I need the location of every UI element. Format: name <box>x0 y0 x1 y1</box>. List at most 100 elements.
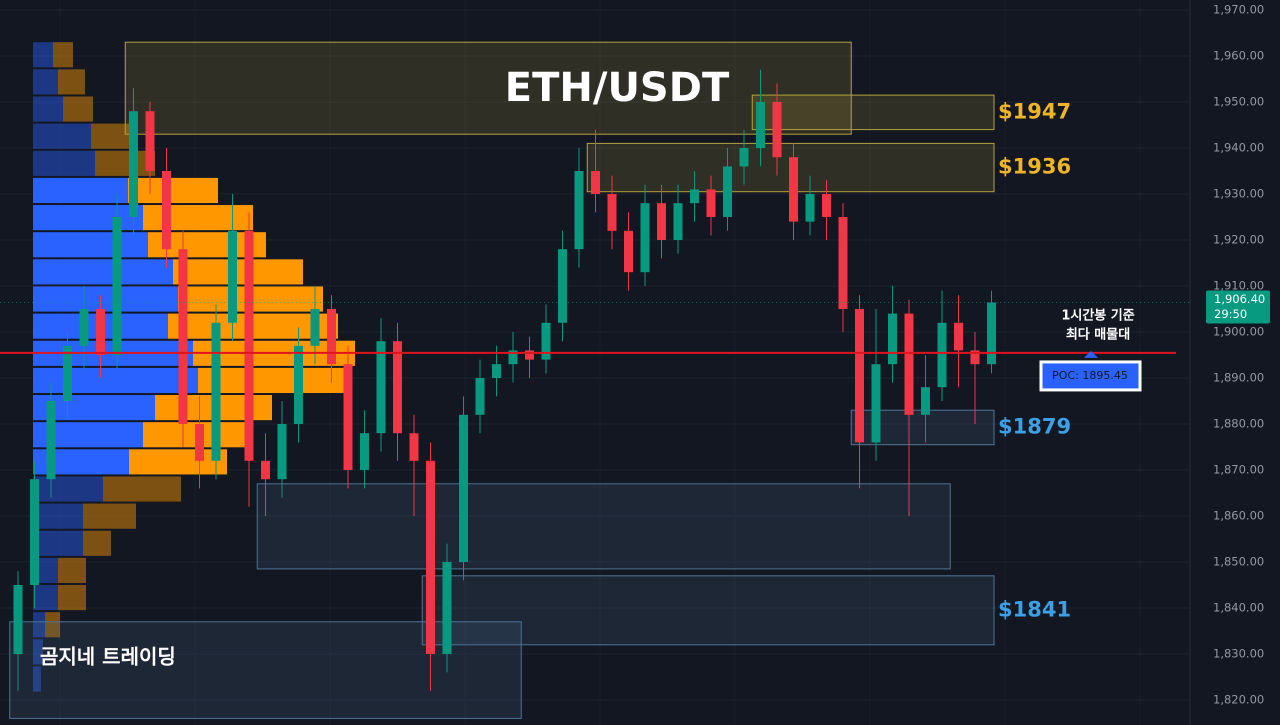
profile-sell <box>198 367 350 394</box>
candle-body <box>46 401 56 480</box>
y-tick-label: 1,840.00 <box>1213 601 1264 615</box>
candle-body <box>30 479 39 585</box>
profile-buy <box>33 476 103 502</box>
zone <box>124 41 852 135</box>
countdown: 29:50 <box>1214 307 1247 321</box>
overlay: $1947 $1936 $1879 $1841 ETH/USDT 곰지네 트레이딩 POC:… <box>0 65 1270 669</box>
profile-buy <box>33 286 178 312</box>
candle-body <box>723 166 732 217</box>
zone-label: $1947 <box>998 99 1071 123</box>
candle-body <box>822 194 831 217</box>
profile-buy <box>33 150 95 176</box>
profile-buy <box>33 503 83 529</box>
profile-buy <box>33 259 173 285</box>
candle-body <box>327 309 336 365</box>
y-tick-label: 1,970.00 <box>1213 3 1264 17</box>
zone <box>9 621 522 719</box>
y-tick-label: 1,950.00 <box>1213 95 1264 109</box>
y-tick-label: 1,900.00 <box>1213 325 1264 339</box>
y-tick-label: 1,820.00 <box>1213 693 1264 707</box>
y-tick-label: 1,910.00 <box>1213 279 1264 293</box>
candle-body <box>970 350 980 365</box>
poc-note: 1시간봉 기준 <box>1061 308 1134 324</box>
profile-sell <box>63 96 93 122</box>
candle-body <box>591 171 600 194</box>
zone-label: $1936 <box>998 155 1071 179</box>
candle-body <box>954 322 963 351</box>
y-tick-label: 1,870.00 <box>1213 463 1264 477</box>
profile-buy <box>33 530 83 556</box>
profile-sell <box>83 503 136 529</box>
candle-body <box>937 322 947 388</box>
candle-body <box>640 203 650 273</box>
last-price-badge <box>1206 290 1270 324</box>
candle-body <box>888 313 897 365</box>
candle-body <box>772 102 782 158</box>
profile-sell <box>173 259 303 285</box>
candle-body <box>63 345 72 401</box>
profile-sell <box>58 69 85 95</box>
candle-body <box>525 350 534 360</box>
zones <box>9 41 995 719</box>
candle-body <box>195 424 204 461</box>
profile-sell <box>143 205 253 231</box>
candle-body <box>690 189 699 204</box>
y-tick-label: 1,940.00 <box>1213 141 1264 155</box>
poc-note: 최다 매물대 <box>1066 327 1130 343</box>
candle-body <box>112 217 122 355</box>
candle-body <box>244 230 254 461</box>
profile-sell <box>91 123 131 149</box>
y-tick-label: 1,880.00 <box>1213 417 1264 431</box>
profile-sell <box>95 150 155 176</box>
profile-sell <box>129 449 227 475</box>
candle-body <box>129 111 138 217</box>
candle-body <box>508 350 518 365</box>
candle-body <box>673 203 683 240</box>
profile-sell <box>58 585 86 611</box>
profile-buy <box>33 42 53 68</box>
candle-body <box>459 414 468 562</box>
watermark: 곰지네 트레이딩 <box>40 645 176 669</box>
candle-body <box>228 230 237 323</box>
candle-body <box>360 433 369 470</box>
candle-body <box>756 102 765 148</box>
candle-body <box>789 157 798 222</box>
profile-sell <box>128 177 218 204</box>
profile-buy <box>33 666 41 692</box>
candle-body <box>343 364 353 470</box>
candle-body <box>261 460 270 480</box>
candle-body <box>855 309 864 443</box>
candle-body <box>426 460 435 654</box>
zone <box>421 575 995 646</box>
y-tick-label: 1,930.00 <box>1213 187 1264 201</box>
candle-body <box>442 562 452 654</box>
zone-label: $1879 <box>998 414 1071 438</box>
profile-buy <box>33 205 143 231</box>
candle-body <box>178 249 188 424</box>
candle-body <box>294 345 303 424</box>
profile-buy <box>33 367 198 394</box>
candle-body <box>805 194 815 222</box>
candle-body <box>987 302 996 365</box>
candle-body <box>739 148 749 167</box>
profile-buy <box>33 96 63 122</box>
y-tick-label: 1,850.00 <box>1213 555 1264 569</box>
poc-box <box>1039 360 1142 392</box>
candle-body <box>558 249 567 323</box>
y-tick-label: 1,830.00 <box>1213 647 1264 661</box>
poc-pointer <box>1084 350 1098 358</box>
chart-title: ETH/USDT <box>505 65 730 111</box>
candle-body <box>838 217 848 309</box>
candle-body <box>310 309 320 346</box>
y-tick-label: 1,920.00 <box>1213 233 1264 247</box>
candle-body <box>409 433 419 461</box>
y-tick-label: 1,860.00 <box>1213 509 1264 523</box>
candle-body <box>657 203 666 240</box>
candle-body <box>921 387 930 415</box>
profile-buy <box>33 232 148 258</box>
candle-body <box>96 309 105 355</box>
candle-body <box>475 378 485 415</box>
profile-buy <box>33 639 43 665</box>
candle-body <box>393 341 402 434</box>
candle-body <box>79 309 89 346</box>
